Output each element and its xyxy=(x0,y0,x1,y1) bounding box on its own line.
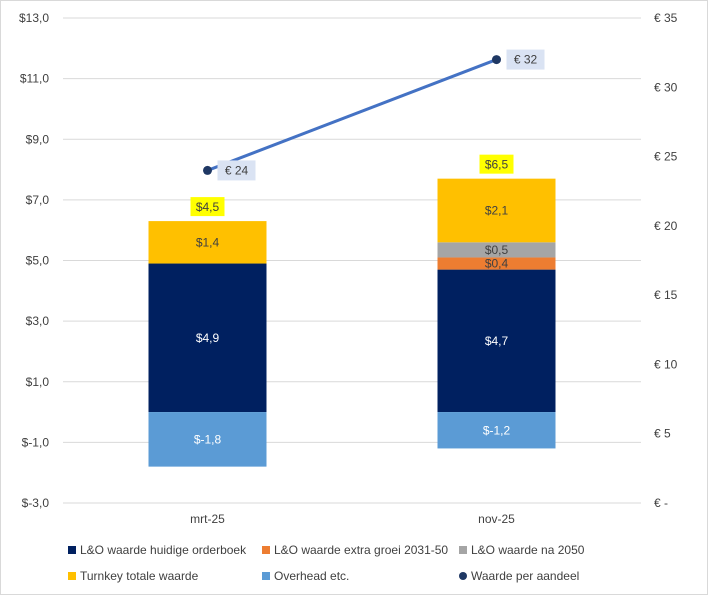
legend-label: L&O waarde huidige orderboek xyxy=(80,543,247,557)
bar-data-label: $2,1 xyxy=(485,203,509,217)
line-label-box xyxy=(217,160,256,181)
x-tick-label: mrt-25 xyxy=(190,512,225,526)
y-left-tick-label: $1,0 xyxy=(26,375,50,389)
legend-label: Waarde per aandeel xyxy=(471,569,579,583)
legend-label: Overhead etc. xyxy=(274,569,349,583)
bar-segment xyxy=(148,412,267,467)
line-series xyxy=(206,58,498,172)
y-left-tick-label: $-1,0 xyxy=(22,435,50,449)
legend-swatch-icon xyxy=(459,546,467,554)
bar-data-label: $4,7 xyxy=(485,334,509,348)
y-right-tick-label: € - xyxy=(654,496,668,510)
legend-label: L&O waarde na 2050 xyxy=(471,543,585,557)
y-right-tick-label: € 20 xyxy=(654,219,678,233)
total-label-highlight xyxy=(479,154,514,174)
bar-segment xyxy=(437,412,556,449)
legend-swatch-icon xyxy=(68,546,76,554)
bar-data-label: $-1,2 xyxy=(483,423,511,437)
bar-segment xyxy=(148,221,267,264)
legend-label: L&O waarde extra groei 2031-50 xyxy=(274,543,448,557)
bar-data-label: $-1,8 xyxy=(194,432,222,446)
line-marker xyxy=(203,165,212,175)
bar-segment xyxy=(437,178,556,243)
legend-swatch-icon xyxy=(262,572,270,580)
bar-data-label: $1,4 xyxy=(196,235,220,249)
y-right-tick-label: € 30 xyxy=(654,80,678,94)
y-left-tick-label: $9,0 xyxy=(26,132,50,146)
y-left-tick-label: $5,0 xyxy=(26,254,50,268)
y-right-tick-label: € 25 xyxy=(654,150,678,164)
x-tick-label: nov-25 xyxy=(478,512,515,526)
legend-swatch-icon xyxy=(68,572,76,580)
bar-data-label: $0,5 xyxy=(485,243,509,257)
total-label: $6,5 xyxy=(485,158,509,172)
total-label-highlight xyxy=(190,197,225,217)
bar-segment xyxy=(437,257,556,270)
bar-segment xyxy=(437,242,556,258)
y-right-tick-label: € 15 xyxy=(654,288,678,302)
y-right-tick-label: € 10 xyxy=(654,357,678,371)
y-left-tick-label: $3,0 xyxy=(26,314,50,328)
legend-swatch-icon xyxy=(262,546,270,554)
bar-segment xyxy=(437,269,556,413)
y-left-tick-label: $7,0 xyxy=(26,193,50,207)
y-left-tick-label: $-3,0 xyxy=(22,496,50,510)
bar-data-label: $4,9 xyxy=(196,331,220,345)
total-label: $4,5 xyxy=(196,200,220,214)
legend-marker-icon xyxy=(459,572,467,580)
legend-label: Turnkey totale waarde xyxy=(80,569,199,583)
line-data-label: € 32 xyxy=(514,53,538,67)
y-left-tick-label: $11,0 xyxy=(20,72,49,86)
line-label-box xyxy=(506,49,545,70)
y-left-tick-label: $13,0 xyxy=(19,11,49,25)
bar-data-label: $0,4 xyxy=(485,257,509,271)
bar-segment xyxy=(148,263,267,413)
line-data-label: € 24 xyxy=(225,163,249,177)
y-right-tick-label: € 5 xyxy=(654,427,671,441)
y-right-tick-label: € 35 xyxy=(654,11,678,25)
line-marker xyxy=(492,55,501,65)
